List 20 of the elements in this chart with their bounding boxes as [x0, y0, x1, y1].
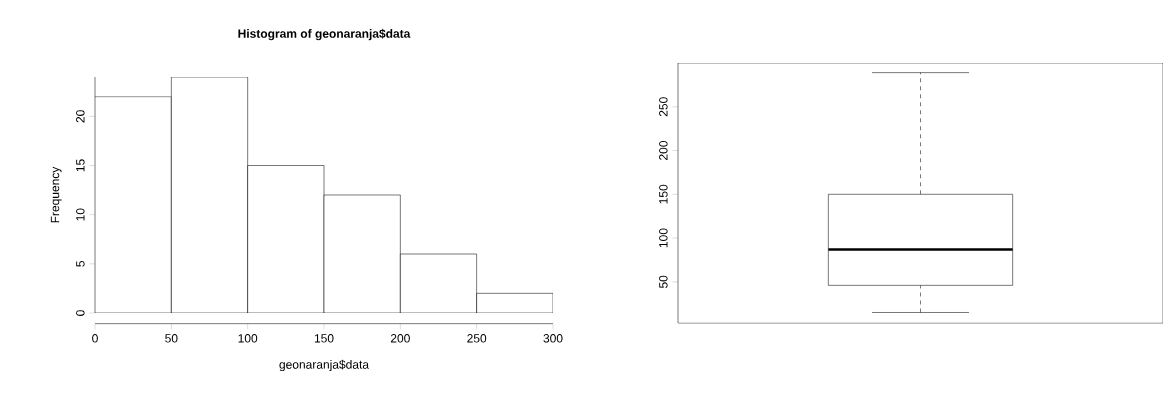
x-tick-label: 150 — [314, 334, 334, 343]
y-tick-label: 250 — [659, 97, 668, 117]
x-tick-label: 200 — [390, 334, 410, 343]
x-tick-label: 250 — [467, 334, 487, 343]
x-tick-label: 300 — [543, 334, 563, 343]
x-tick-label: 50 — [165, 334, 178, 343]
y-tick-label: 10 — [76, 208, 85, 221]
x-axis-title: geonaranja$data — [279, 359, 370, 372]
y-axis-title: Frequency — [50, 166, 62, 223]
y-tick-label: 100 — [659, 228, 668, 248]
x-tick-label: 0 — [92, 334, 98, 343]
y-tick-label: 15 — [76, 159, 85, 172]
y-tick-label: 5 — [76, 261, 85, 267]
y-tick-label: 20 — [76, 110, 85, 123]
y-tick-label: 150 — [659, 184, 668, 204]
x-tick-label: 100 — [238, 334, 258, 343]
chart-title: Histogram of geonaranja$data — [238, 28, 411, 41]
y-tick-label: 50 — [659, 275, 668, 289]
y-tick-label: 200 — [659, 140, 668, 160]
y-tick-label: 0 — [76, 310, 85, 316]
